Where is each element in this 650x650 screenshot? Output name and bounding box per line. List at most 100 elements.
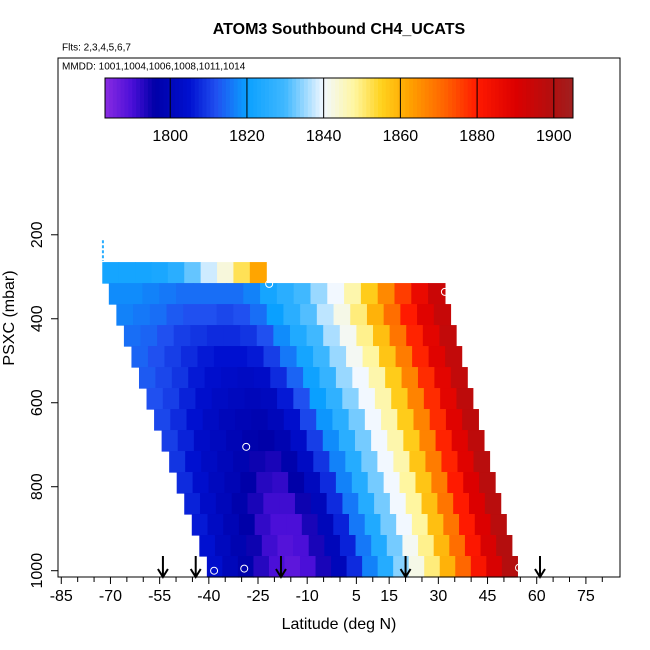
curtain-cell xyxy=(207,514,224,536)
curtain-cell xyxy=(329,346,347,368)
colorbar-swatch xyxy=(354,78,359,118)
colorbar-swatch xyxy=(514,78,519,118)
curtain-cell xyxy=(202,409,220,431)
x-tick-label: -85 xyxy=(50,588,73,605)
curtain-cell xyxy=(179,388,197,410)
curtain-cell xyxy=(423,388,441,410)
curtain-cell xyxy=(428,283,446,305)
curtain-cell xyxy=(344,283,362,305)
curtain-cell xyxy=(195,388,213,410)
curtain-cell xyxy=(313,346,331,368)
plot-frame xyxy=(57,57,621,578)
colorbar-swatch xyxy=(245,78,250,118)
curtain-cell xyxy=(300,304,318,326)
curtain-cell xyxy=(215,493,233,515)
curtain-cell xyxy=(289,325,308,347)
curtain-cell xyxy=(265,451,282,473)
curtain-cell xyxy=(389,493,407,515)
curtain-cell xyxy=(235,409,252,431)
colorbar-swatch xyxy=(491,78,496,118)
colorbar-swatch xyxy=(358,78,363,118)
curtain-cell xyxy=(310,493,328,515)
colorbar-tick-label: 1900 xyxy=(536,128,572,145)
colorbar-swatch xyxy=(249,78,254,118)
curtain-cell xyxy=(325,388,343,410)
curtain-cell xyxy=(147,346,166,368)
curtain-cell xyxy=(197,346,215,368)
curtain-cell xyxy=(286,514,303,536)
curtain-cell xyxy=(332,409,350,431)
curtain-cell xyxy=(383,472,401,494)
annotation: MMDD: 1001,1004,1006,1008,1011,1014 xyxy=(62,62,246,73)
curtain-cell xyxy=(411,514,429,536)
curtain-cell xyxy=(206,325,225,347)
curtain-cell xyxy=(159,283,177,305)
colorbar-swatch xyxy=(495,78,500,118)
colorbar-swatch xyxy=(120,78,125,118)
colorbar-swatch xyxy=(307,78,313,118)
curtain-cell xyxy=(331,556,348,578)
curtain-cell xyxy=(274,430,292,452)
curtain-cell xyxy=(338,430,356,452)
curtain-cell xyxy=(317,514,334,536)
curtain-cell xyxy=(249,451,266,473)
curtain-cell xyxy=(456,388,474,410)
curtain-cell xyxy=(335,367,353,389)
curtain-cell xyxy=(400,304,418,326)
sample-point xyxy=(515,563,524,572)
curtain-cell xyxy=(419,430,437,452)
curtain-cell xyxy=(256,472,273,494)
curtain-cell xyxy=(367,472,385,494)
curtain-cell xyxy=(418,535,435,557)
colorbar-swatch xyxy=(171,78,176,118)
curtain-cell xyxy=(191,514,209,536)
curtain-cell xyxy=(396,514,413,536)
curtain-cell xyxy=(429,409,447,431)
colorbar-swatch xyxy=(413,78,418,118)
curtain-cell xyxy=(355,430,372,452)
curtain-cell xyxy=(335,472,353,494)
profile-arrow xyxy=(189,556,202,579)
colorbar-swatch xyxy=(237,78,242,118)
curtain-cell xyxy=(102,262,120,284)
curtain-cell xyxy=(306,325,324,347)
colorbar-swatch xyxy=(128,78,133,118)
curtain-cell xyxy=(217,262,235,284)
curtain-cell xyxy=(463,472,480,494)
colorbar-swatch xyxy=(510,78,515,118)
colorbar-swatch xyxy=(432,78,437,118)
curtain-cell xyxy=(214,535,232,557)
curtain-cell xyxy=(364,409,382,431)
curtain-cell xyxy=(455,556,472,578)
colorbar-swatch xyxy=(327,78,332,118)
curtain-cell xyxy=(288,472,305,494)
curtain-cell xyxy=(131,346,149,368)
curtain-cell xyxy=(184,262,202,284)
colorbar-swatch xyxy=(561,78,566,118)
curtain-cell xyxy=(433,535,450,557)
curtain-cell xyxy=(135,262,153,284)
y-tick-label: 800 xyxy=(29,473,46,500)
colorbar-swatch xyxy=(229,78,235,118)
curtain-cell xyxy=(342,493,359,515)
curtain-cell xyxy=(453,493,470,515)
curtain-cell xyxy=(261,535,279,557)
curtain-cell xyxy=(284,556,301,578)
colorbar-swatch xyxy=(124,78,129,118)
curtain-cell xyxy=(185,451,202,473)
curtain-cell xyxy=(440,388,458,410)
curtain-cell xyxy=(434,367,452,389)
curtain-cell xyxy=(428,346,446,368)
curtain-cell xyxy=(176,472,194,494)
curtain-cell xyxy=(293,535,310,557)
colorbar-swatch xyxy=(179,78,184,118)
curtain-cell xyxy=(231,493,249,515)
curtain-cell xyxy=(228,388,246,410)
colorbar-swatch xyxy=(253,78,258,118)
curtain-cell xyxy=(389,325,407,347)
colorbar-swatch xyxy=(331,78,336,118)
curtain-cell xyxy=(433,304,452,326)
colorbar-swatch xyxy=(374,78,379,118)
colorbar-swatch xyxy=(159,78,164,118)
